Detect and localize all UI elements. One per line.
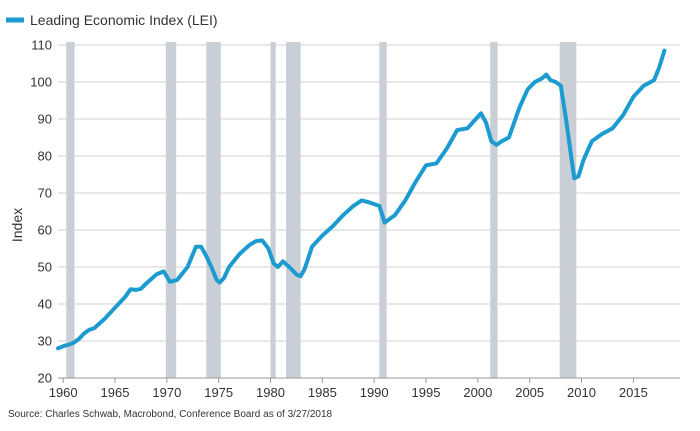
legend: Leading Economic Index (LEI): [6, 12, 218, 28]
x-tick-label: 1960: [49, 385, 78, 400]
y-tick-label: 40: [38, 297, 52, 312]
x-tick-label: 2000: [463, 385, 492, 400]
recession-band: [165, 42, 177, 378]
y-tick-label: 70: [38, 186, 52, 201]
x-tick-label: 2015: [619, 385, 648, 400]
x-tick-label: 1980: [256, 385, 285, 400]
source-note: Source: Charles Schwab, Macrobond, Confe…: [8, 409, 333, 420]
recession-band: [379, 42, 387, 378]
recession-band: [490, 42, 498, 378]
y-tick-label: 60: [38, 223, 52, 238]
x-tick-label: 1990: [360, 385, 389, 400]
recession-band: [559, 42, 577, 378]
recession-band: [286, 42, 301, 378]
x-tick-label: 1995: [412, 385, 441, 400]
recession-band: [206, 42, 221, 378]
y-tick-label: 80: [38, 149, 52, 164]
recession-band: [270, 42, 276, 378]
y-tick-label: 50: [38, 260, 52, 275]
y-axis-title: Index: [9, 208, 25, 242]
x-tick-label: 2005: [515, 385, 544, 400]
x-tick-label: 1985: [308, 385, 337, 400]
x-tick-label: 1965: [101, 385, 130, 400]
recession-band: [66, 42, 75, 378]
y-tick-label: 100: [30, 75, 52, 90]
y-tick-label: 110: [31, 38, 52, 53]
y-tick-label: 90: [38, 112, 52, 127]
x-tick-label: 2010: [567, 385, 596, 400]
x-tick-label: 1970: [152, 385, 181, 400]
series-line-lei: [56, 48, 667, 351]
x-tick-label: 1975: [204, 385, 233, 400]
legend-label: Leading Economic Index (LEI): [30, 12, 218, 28]
y-tick-label: 20: [38, 371, 52, 386]
y-tick-label: 30: [38, 334, 52, 349]
